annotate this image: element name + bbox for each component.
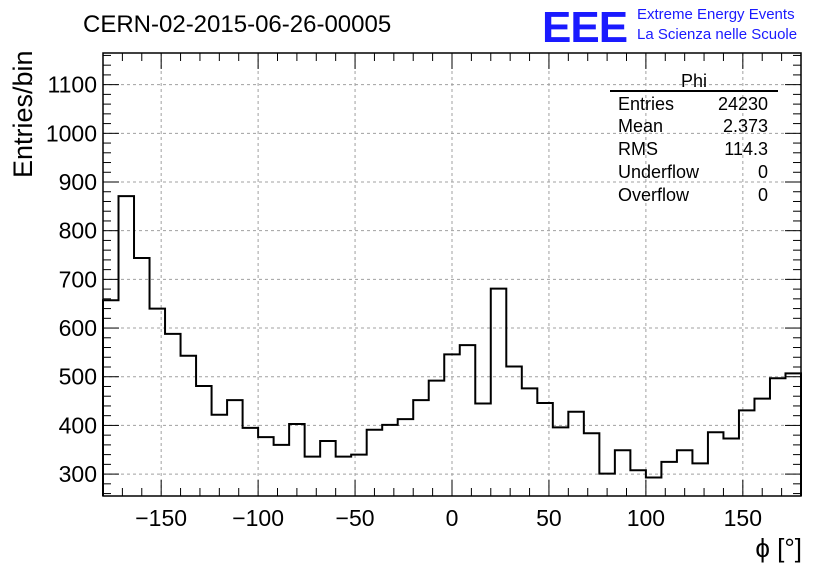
stats-value-rms: 114.3	[724, 139, 768, 159]
stats-label-entries: Entries	[618, 94, 674, 114]
stats-value-underflow: 0	[758, 162, 768, 182]
stats-value-mean: 2.373	[723, 116, 768, 136]
stats-value-overflow: 0	[758, 185, 768, 205]
y-tick-label: 1000	[46, 120, 97, 146]
logo-line-1: Extreme Energy Events	[637, 6, 795, 23]
x-tick-label: −100	[232, 505, 284, 531]
x-tick-label: 0	[446, 505, 459, 531]
y-axis-label: Entries/bin	[8, 50, 38, 178]
logo-line-2: La Scienza nelle Scuole	[637, 26, 797, 43]
y-tick-label: 500	[59, 364, 97, 390]
x-tick-label: −50	[336, 505, 375, 531]
stats-label-rms: RMS	[618, 139, 658, 159]
axis-layer: −150 −100 −50 0 50 100 150 300 400 500 600 700 800 90…	[46, 52, 802, 531]
x-axis-label: ϕ [°]	[755, 533, 802, 563]
stats-label-underflow: Underflow	[618, 162, 700, 182]
y-tick-label: 300	[59, 461, 97, 487]
y-tick-label: 700	[59, 266, 97, 292]
y-tick-label: 1100	[48, 72, 97, 98]
y-tick-label: 900	[59, 169, 97, 195]
chart-title: CERN-02-2015-06-26-00005	[83, 11, 391, 38]
y-tick-label: 800	[59, 218, 97, 244]
stats-label-mean: Mean	[618, 116, 663, 136]
histogram-layer	[102, 195, 802, 496]
x-tick-label: −150	[135, 505, 187, 531]
x-tick-label: 100	[627, 505, 665, 531]
grid-layer	[103, 53, 801, 496]
histogram-line	[102, 195, 802, 496]
stats-label-overflow: Overflow	[618, 185, 690, 205]
y-tick-label: 600	[59, 315, 97, 341]
stats-box: Phi Entries 24230 Mean 2.373 RMS 114.3 U…	[610, 71, 778, 205]
stats-value-entries: 24230	[718, 94, 768, 114]
x-tick-label: 50	[536, 505, 562, 531]
eee-logo: EEE Extreme Energy Events La Scienza nel…	[542, 3, 797, 52]
label-layer: CERN-02-2015-06-26-00005 Entries/bin ϕ […	[8, 11, 802, 563]
x-tick-label: 150	[724, 505, 762, 531]
y-tick-label: 400	[59, 412, 97, 438]
stats-title: Phi	[681, 71, 707, 91]
eee-logo-mark: EEE	[542, 3, 627, 52]
